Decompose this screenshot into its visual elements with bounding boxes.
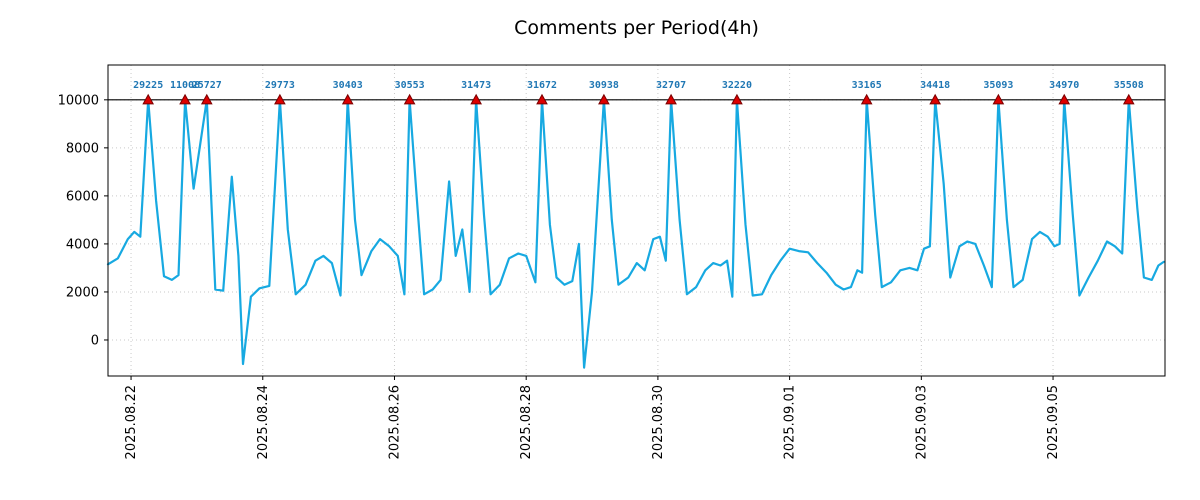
- y-tick-label: 6000: [66, 189, 99, 204]
- x-tick-label: 2025.08.24: [256, 385, 271, 459]
- chart-title: Comments per Period(4h): [514, 17, 759, 39]
- peak-marker: [860, 93, 873, 105]
- peak-value-label: 30938: [589, 80, 619, 91]
- peak-value-label: 25727: [192, 80, 222, 91]
- peak-value-label: 34970: [1049, 80, 1079, 91]
- peak-marker: [929, 93, 942, 105]
- peak-value-label: 31473: [461, 80, 491, 91]
- peak-marker: [200, 93, 213, 105]
- peak-value-label: 31672: [527, 80, 557, 91]
- y-tick-label: 10000: [58, 93, 99, 108]
- peak-marker: [598, 93, 610, 105]
- y-tick-label: 8000: [66, 141, 99, 156]
- peak-value-label: 32707: [656, 80, 686, 91]
- peak-marker: [665, 93, 677, 105]
- peak-value-label: 30403: [333, 80, 363, 91]
- x-tick-label: 2025.08.30: [651, 385, 666, 459]
- x-tick-label: 2025.08.22: [124, 385, 139, 459]
- peak-marker: [992, 93, 1005, 105]
- peak-value-label: 35508: [1114, 80, 1144, 91]
- peak-value-label: 29773: [265, 80, 295, 91]
- y-tick-label: 0: [91, 333, 99, 348]
- peak-marker: [179, 93, 191, 105]
- y-tick-label: 2000: [66, 285, 99, 300]
- peak-marker: [341, 93, 354, 105]
- peak-marker: [536, 93, 548, 105]
- peak-value-label: 35093: [983, 80, 1013, 91]
- x-tick-label: 2025.08.28: [519, 385, 534, 459]
- peak-marker: [1122, 93, 1135, 105]
- peak-value-label: 11008: [170, 80, 200, 91]
- peak-value-label: 29225: [133, 80, 163, 91]
- peak-marker: [731, 93, 743, 105]
- peak-value-label: 32220: [722, 80, 752, 91]
- x-tick-label: 2025.09.03: [914, 385, 929, 459]
- y-tick-label: 4000: [66, 237, 99, 252]
- x-tick-label: 2025.09.05: [1046, 385, 1061, 459]
- peak-value-label: 34418: [920, 80, 950, 91]
- peak-marker: [403, 93, 416, 105]
- series-line: [106, 98, 1165, 369]
- peak-marker: [1058, 93, 1071, 105]
- peak-marker: [470, 93, 482, 105]
- peak-value-label: 30553: [395, 80, 425, 91]
- x-tick-label: 2025.08.26: [387, 385, 402, 459]
- plot-border: [107, 64, 1166, 377]
- peak-value-label: 33165: [852, 80, 882, 91]
- peak-marker: [142, 93, 155, 105]
- x-tick-label: 2025.09.01: [783, 385, 798, 459]
- peak-marker: [274, 93, 286, 105]
